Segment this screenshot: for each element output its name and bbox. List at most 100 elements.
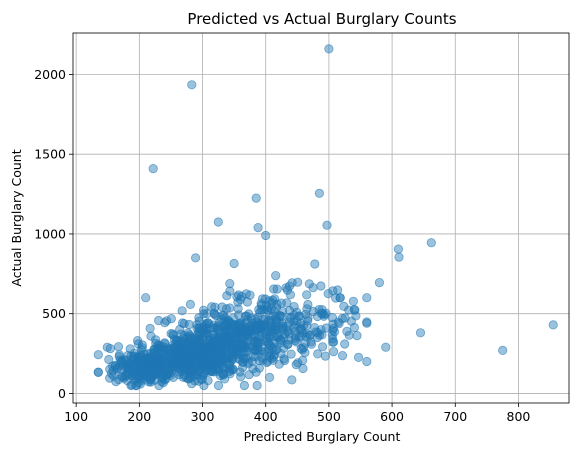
data-point xyxy=(327,334,338,344)
data-point xyxy=(337,350,348,361)
data-point xyxy=(185,299,195,309)
data-point xyxy=(291,330,301,341)
data-point xyxy=(323,288,333,299)
data-point xyxy=(255,323,265,333)
data-point xyxy=(202,308,212,319)
data-point xyxy=(415,328,426,338)
data-point xyxy=(279,354,289,364)
x-tick-label: 700 xyxy=(443,409,467,424)
data-point xyxy=(93,367,103,377)
data-point xyxy=(191,253,201,263)
x-tick-label: 500 xyxy=(317,409,341,424)
data-point xyxy=(166,314,176,324)
data-point xyxy=(306,339,317,349)
gridlines xyxy=(73,33,569,403)
data-point xyxy=(353,352,364,362)
data-point xyxy=(233,349,244,359)
data-point xyxy=(286,349,296,359)
data-point xyxy=(237,338,247,349)
data-point xyxy=(320,351,330,361)
data-point xyxy=(141,293,151,303)
x-tick-label: 400 xyxy=(254,409,278,424)
data-point xyxy=(208,367,218,377)
data-point xyxy=(328,337,338,347)
data-point xyxy=(225,278,235,289)
data-point xyxy=(317,342,328,352)
data-point xyxy=(222,291,232,301)
data-point xyxy=(135,357,145,367)
data-point xyxy=(225,286,235,296)
data-point xyxy=(498,345,508,355)
data-point xyxy=(174,354,184,365)
data-point xyxy=(298,363,308,374)
data-point xyxy=(180,343,190,353)
data-point xyxy=(105,373,115,383)
data-point xyxy=(126,351,136,361)
data-point xyxy=(272,284,282,294)
data-point xyxy=(227,355,237,365)
data-point xyxy=(202,318,212,329)
x-tick-label: 200 xyxy=(127,409,151,424)
data-point xyxy=(252,338,262,349)
data-point xyxy=(321,323,331,333)
data-point xyxy=(264,296,274,306)
data-point xyxy=(218,310,228,320)
data-point xyxy=(256,300,267,310)
data-point xyxy=(176,366,187,376)
data-point xyxy=(177,306,187,316)
data-point xyxy=(271,345,281,355)
data-point xyxy=(331,293,341,303)
data-point xyxy=(195,336,205,346)
data-point xyxy=(393,244,403,254)
data-point xyxy=(145,323,155,333)
data-point xyxy=(314,330,324,340)
data-point xyxy=(300,347,310,358)
data-point xyxy=(351,311,361,321)
data-point xyxy=(187,379,197,389)
data-point xyxy=(296,318,306,328)
data-point xyxy=(233,297,243,307)
data-point xyxy=(181,350,191,361)
data-point xyxy=(194,312,204,323)
data-point xyxy=(160,338,170,348)
data-point xyxy=(316,308,327,319)
data-point xyxy=(160,356,170,367)
chart-title: Predicted vs Actual Burglary Counts xyxy=(187,10,456,28)
data-point xyxy=(316,281,326,291)
data-point xyxy=(337,313,347,324)
data-point xyxy=(192,345,202,355)
data-point xyxy=(252,380,262,391)
data-point xyxy=(111,361,121,371)
data-point xyxy=(156,371,166,381)
data-point xyxy=(105,343,115,354)
data-point xyxy=(264,372,275,382)
data-point xyxy=(148,164,158,174)
data-point xyxy=(282,285,292,295)
data-point xyxy=(163,369,173,379)
x-tick-label: 100 xyxy=(64,409,88,424)
data-point xyxy=(282,298,292,308)
data-point xyxy=(287,375,297,385)
data-point xyxy=(253,223,263,233)
data-point xyxy=(334,318,344,329)
data-point xyxy=(161,374,171,384)
data-point xyxy=(133,335,143,346)
data-point xyxy=(250,346,260,356)
data-point xyxy=(190,333,200,343)
data-point xyxy=(302,290,312,300)
data-point xyxy=(362,317,372,327)
data-point xyxy=(298,328,308,338)
data-point xyxy=(317,330,327,340)
data-point xyxy=(251,193,261,203)
data-point xyxy=(348,296,358,306)
data-point xyxy=(313,349,323,359)
data-point xyxy=(209,308,219,318)
data-point xyxy=(340,339,350,349)
data-point xyxy=(223,327,233,337)
data-point xyxy=(261,230,271,241)
data-point xyxy=(257,294,268,304)
data-point xyxy=(146,331,156,341)
data-point xyxy=(217,302,227,312)
data-point xyxy=(213,380,224,391)
data-point xyxy=(236,325,246,335)
